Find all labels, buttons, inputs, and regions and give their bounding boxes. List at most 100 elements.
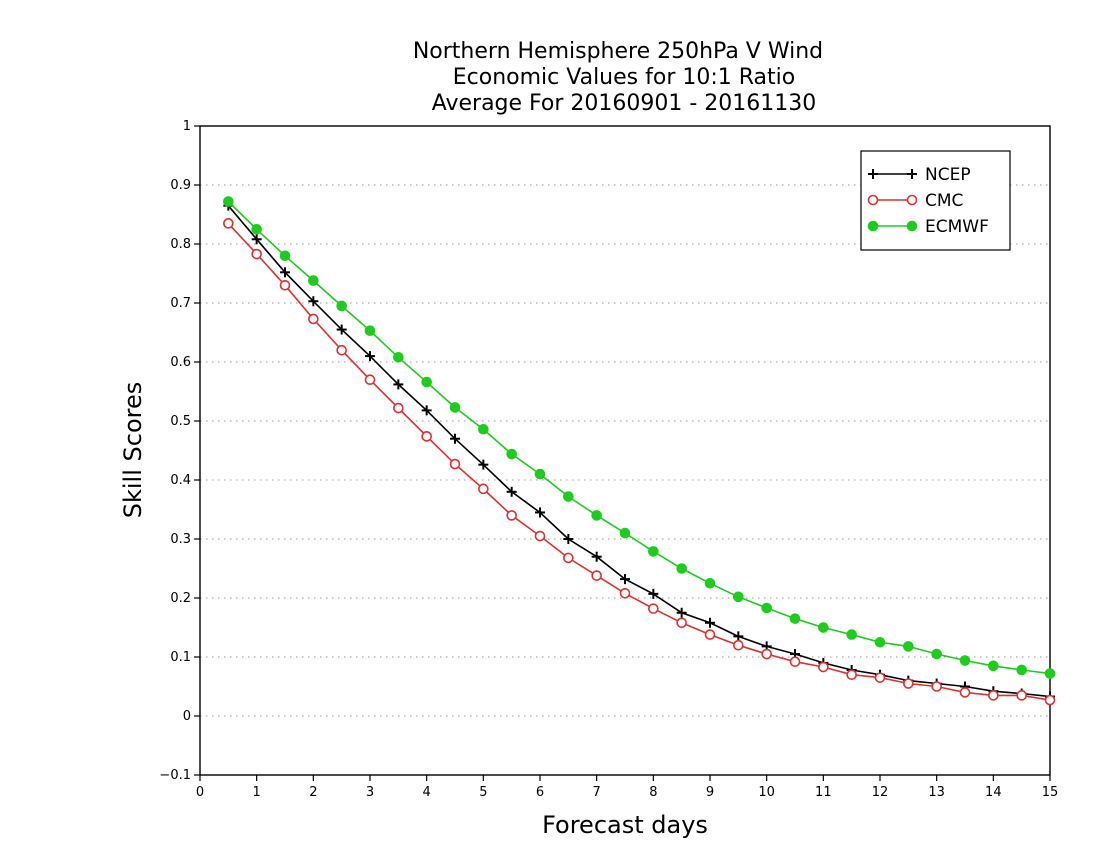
data-point-ncep (563, 534, 574, 544)
plot-frame (199, 125, 1051, 776)
series-line-ncep (227, 205, 1051, 698)
x-tick-label: 13 (928, 785, 945, 800)
data-point-cmc (789, 656, 801, 668)
legend-label-ncep: NCEP (925, 165, 971, 185)
legend-marker-ncep (868, 169, 878, 179)
data-point-ecmwf (591, 510, 602, 521)
data-point-ncep (705, 617, 715, 628)
grid (200, 184, 1050, 717)
series-line-cmc (227, 222, 1051, 701)
data-point-ncep (648, 588, 659, 599)
x-tick-label: 6 (536, 785, 544, 800)
x-tick-label: 7 (593, 785, 601, 800)
data-point-cmc (1016, 690, 1027, 701)
data-point-ncep (336, 324, 347, 335)
data-point-ecmwf (988, 660, 999, 672)
data-point-cmc (279, 279, 291, 291)
y-tick-label: 0.7 (170, 296, 191, 311)
data-point-cmc (1044, 694, 1056, 706)
data-point-ncep (280, 267, 290, 278)
data-point-cmc (846, 669, 857, 681)
data-point-ecmwf (563, 491, 574, 502)
data-point-cmc (818, 661, 829, 673)
data-point-ecmwf (336, 300, 347, 312)
data-point-cmc (676, 617, 687, 629)
data-point-ecmwf (251, 223, 262, 235)
data-point-ncep (450, 433, 460, 444)
data-point-ecmwf (818, 622, 829, 633)
data-point-ecmwf (931, 648, 942, 660)
y-tick-label: 1 (183, 119, 191, 134)
y-tick-label: 0.4 (170, 473, 191, 488)
data-point-cmc (364, 374, 376, 386)
x-tick-label: 5 (479, 785, 487, 800)
x-tick-label: 1 (253, 785, 261, 800)
data-point-ncep (620, 574, 630, 585)
x-axis-label: Forecast days (542, 811, 708, 839)
data-point-ecmwf (1016, 664, 1027, 676)
data-point-cmc (874, 672, 886, 683)
data-point-ecmwf (959, 655, 971, 666)
data-point-cmc (506, 510, 517, 521)
data-point-ncep (308, 296, 319, 307)
legend-marker-cmc (906, 194, 918, 206)
data-point-ncep (733, 631, 744, 642)
data-point-ecmwf (874, 636, 886, 648)
y-tick-label: −0.1 (159, 768, 191, 783)
x-tick-label: 0 (196, 785, 204, 800)
data-point-ecmwf (789, 613, 801, 624)
data-point-ecmwf (449, 402, 461, 413)
legend-marker-ecmwf (906, 220, 918, 232)
data-point-ecmwf (846, 629, 857, 640)
data-point-cmc (563, 552, 574, 564)
data-point-cmc (223, 218, 234, 229)
data-point-ecmwf (619, 527, 631, 539)
data-point-ecmwf (364, 325, 376, 337)
legend-marker-ncep (907, 169, 917, 179)
data-point-ncep (478, 459, 489, 470)
data-point-cmc (393, 402, 404, 414)
x-tick-label: 2 (309, 785, 317, 800)
legend-label-ecmwf: ECMWF (925, 217, 989, 237)
axis-ticks: −0.100.10.20.30.40.50.60.70.80.910 1 2 3 4 5 6… (159, 119, 1058, 800)
data-point-ecmwf (279, 250, 291, 262)
data-point-cmc (449, 458, 461, 470)
x-tick-label: 10 (758, 785, 775, 800)
data-point-ecmwf (223, 196, 234, 207)
x-tick-label: 14 (985, 785, 1002, 800)
y-tick-label: 0.3 (170, 532, 191, 547)
data-point-cmc (478, 483, 489, 495)
data-point-ecmwf (704, 577, 716, 589)
legend-marker-ecmwf (867, 220, 879, 232)
data-point-cmc (591, 570, 602, 581)
x-tick-label: 11 (815, 785, 832, 800)
data-point-ecmwf (733, 591, 744, 603)
y-tick-label: 0.8 (170, 237, 191, 252)
data-point-ncep (506, 486, 517, 497)
chart-title-line-1: Northern Hemisphere 250hPa V Wind (413, 39, 823, 64)
y-tick-label: 0.6 (170, 355, 191, 370)
x-tick-label: 12 (872, 785, 889, 800)
data-point-cmc (988, 690, 999, 701)
y-tick-label: 0.2 (170, 591, 191, 606)
data-point-ncep (676, 607, 687, 618)
y-axis-label: Skill Scores (119, 382, 147, 519)
data-point-cmc (903, 678, 914, 689)
x-tick-label: 4 (423, 785, 431, 800)
data-point-ncep (251, 234, 262, 245)
legend: NCEP CMC ECMWF (860, 150, 1011, 251)
data-point-ecmwf (903, 641, 914, 652)
data-point-ecmwf (761, 602, 772, 614)
series-group (223, 196, 1056, 706)
x-tick-label: 8 (649, 785, 657, 800)
data-point-ecmwf (421, 376, 432, 388)
data-point-cmc (421, 431, 432, 442)
data-point-cmc (959, 687, 971, 698)
data-point-ecmwf (1044, 668, 1056, 679)
y-tick-label: 0.5 (170, 414, 191, 429)
x-tick-label: 9 (706, 785, 714, 800)
data-point-cmc (648, 603, 659, 614)
legend-label-cmc: CMC (925, 191, 963, 211)
data-point-cmc (534, 530, 546, 542)
